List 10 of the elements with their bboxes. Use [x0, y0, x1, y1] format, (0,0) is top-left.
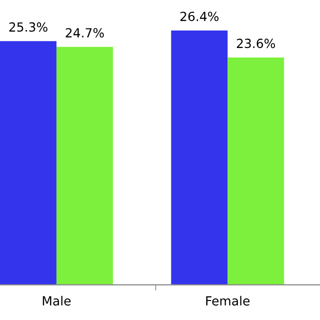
data-label: 26.4% [180, 12, 219, 22]
data-label: 24.7% [66, 28, 104, 38]
x-tick-label: Male [42, 296, 71, 306]
bar [228, 57, 284, 285]
data-label: 23.6% [236, 38, 275, 48]
bar [56, 46, 113, 285]
x-tick-label: Female [206, 296, 250, 306]
bar [171, 30, 228, 285]
bar [0, 41, 56, 285]
data-label: 25.3% [9, 22, 48, 32]
